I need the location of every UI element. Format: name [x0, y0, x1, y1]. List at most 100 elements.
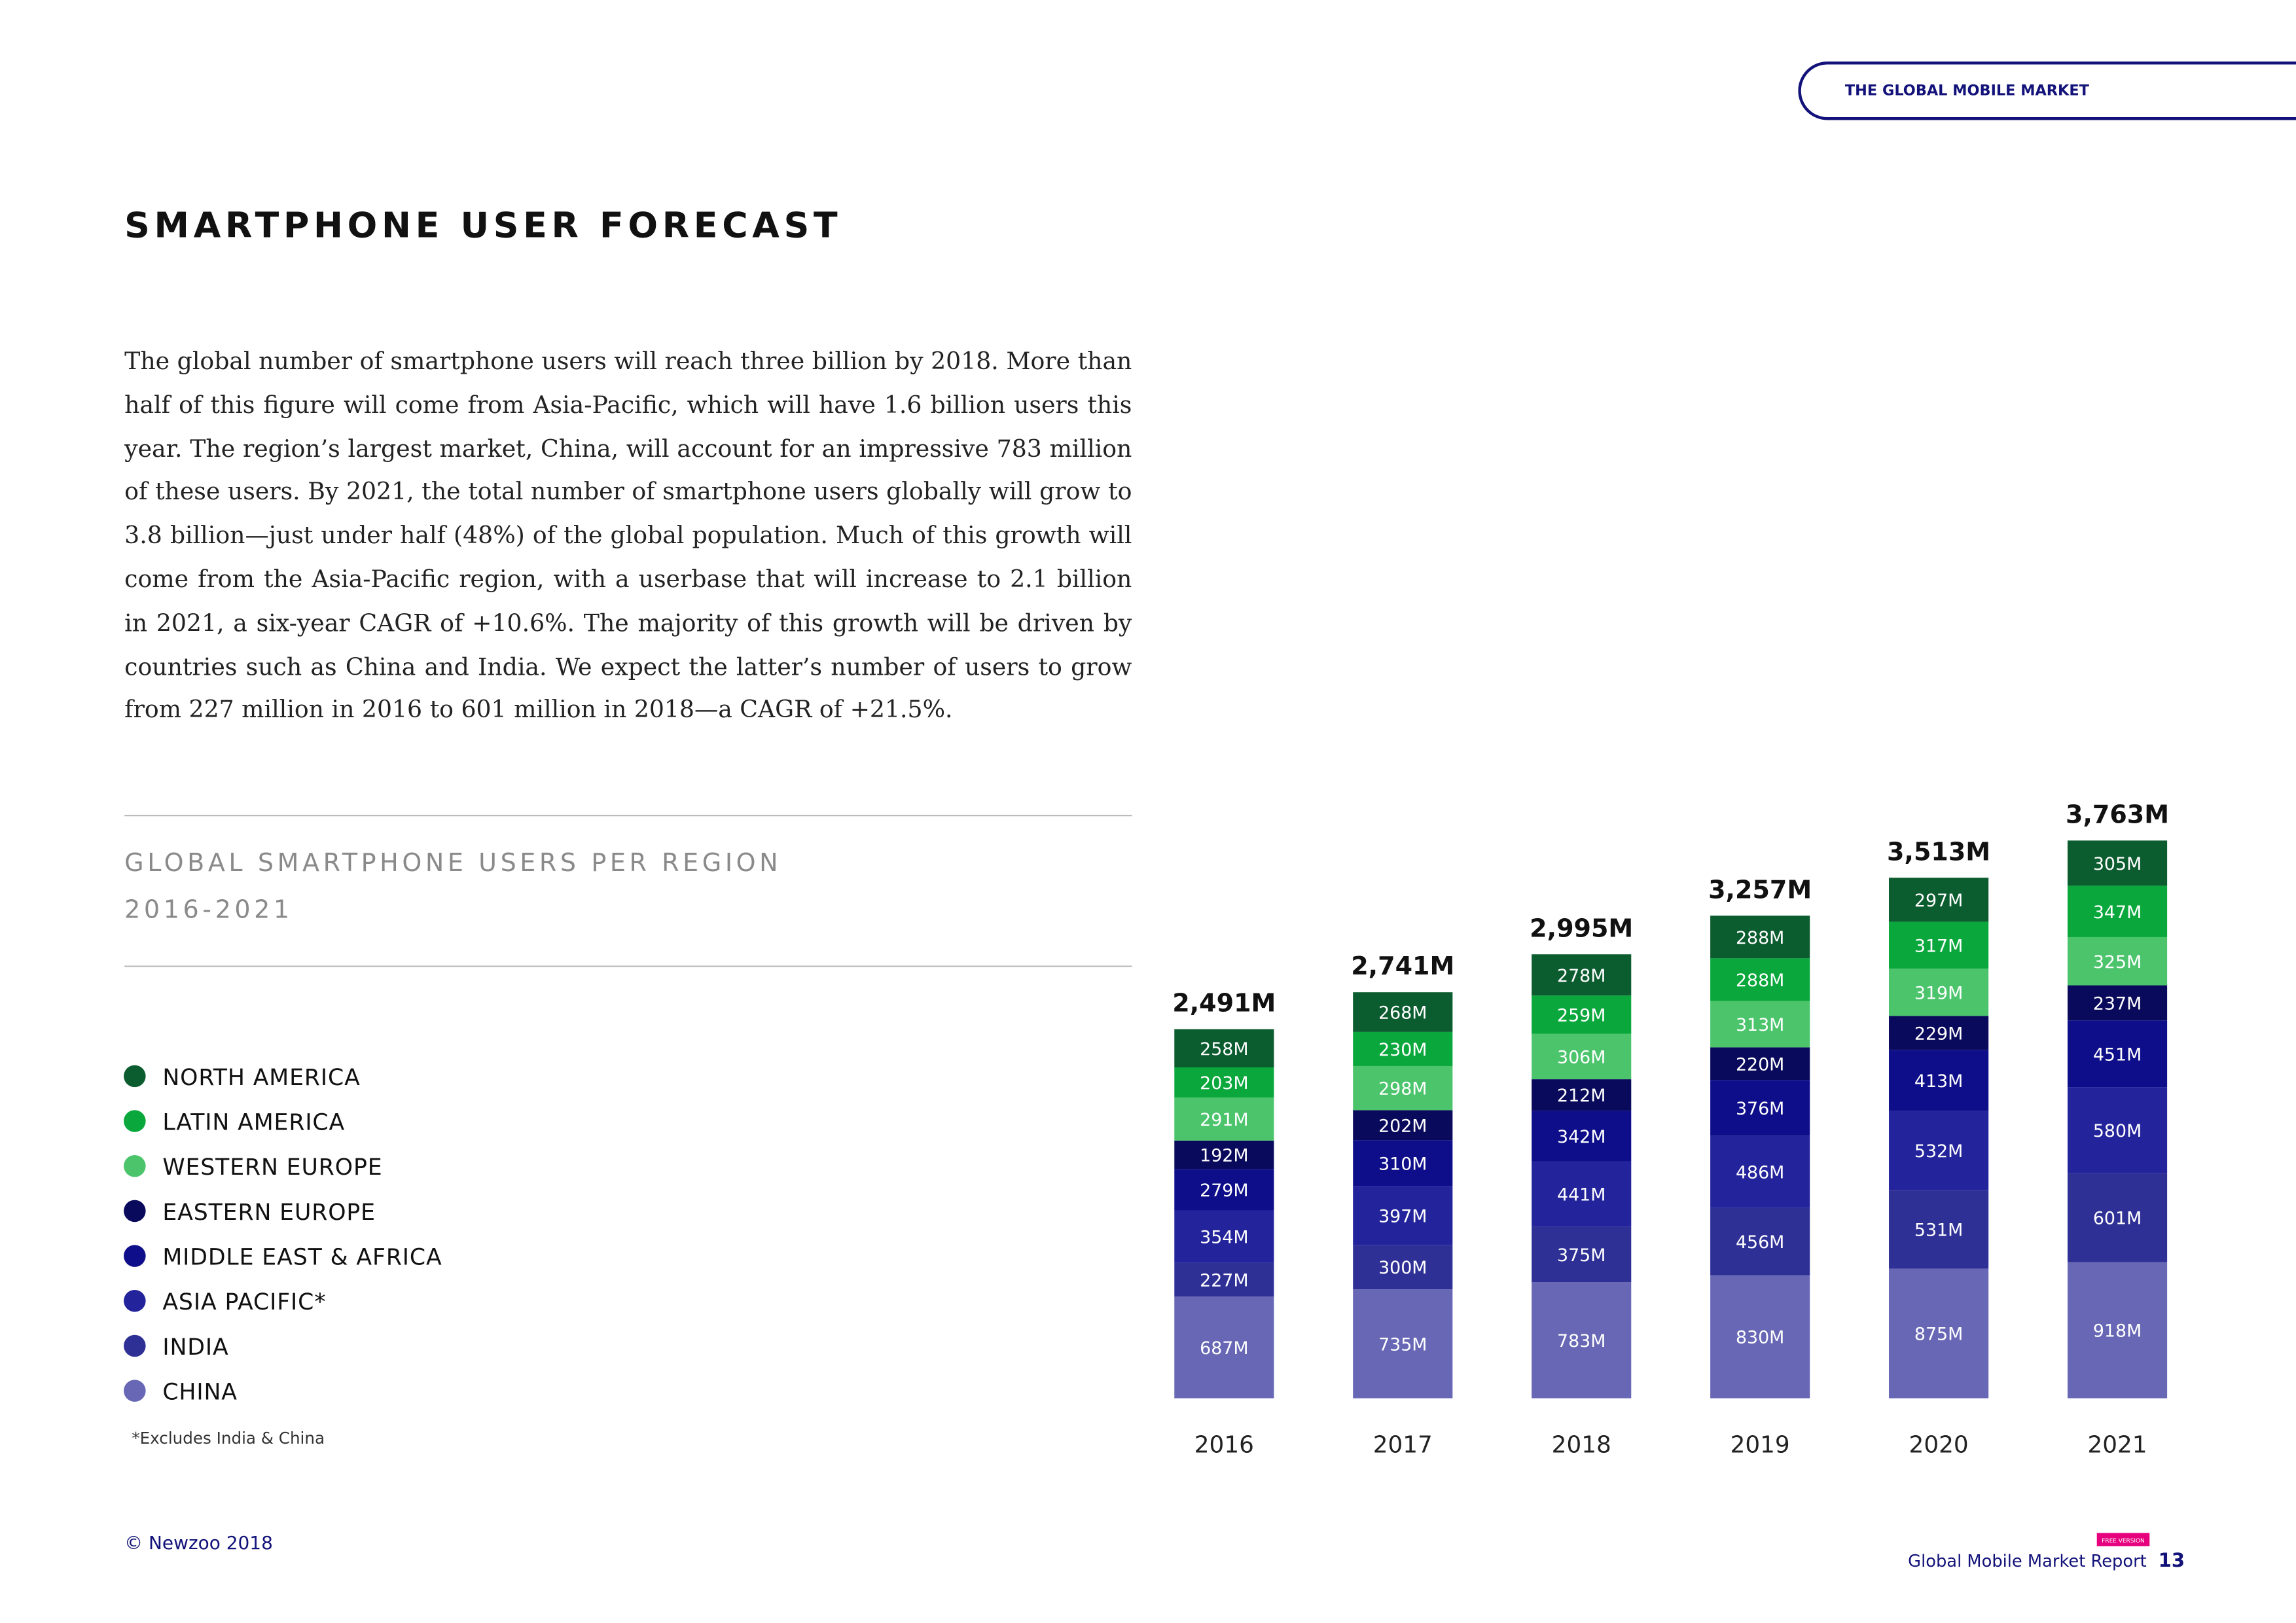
value-label: 531M	[1914, 1220, 1963, 1240]
legend-dot	[124, 1290, 146, 1312]
value-label: 203M	[1200, 1073, 1248, 1094]
total-label: 2,741M	[1351, 952, 1454, 980]
bar-segment	[1889, 1050, 1989, 1111]
value-label: 258M	[1200, 1039, 1248, 1060]
value-label: 601M	[2093, 1209, 2142, 1229]
bar-segment	[1710, 916, 1810, 959]
bar-segment	[1710, 1047, 1810, 1080]
legend-label: ASIA PACIFIC*	[162, 1289, 326, 1315]
bar-segment	[2067, 840, 2168, 886]
value-label: 413M	[1914, 1071, 1963, 1092]
legend-label: LATIN AMERICA	[162, 1109, 345, 1135]
x-tick-label: 2021	[2088, 1431, 2147, 1458]
value-label: 192M	[1200, 1146, 1248, 1166]
bar-segment	[1532, 1033, 1632, 1080]
value-label: 268M	[1378, 1003, 1427, 1024]
bar-segment	[1353, 1245, 1453, 1290]
bar-segment	[1353, 1289, 1453, 1399]
bar-segment	[1353, 1186, 1453, 1245]
bar-segment	[1174, 1169, 1274, 1211]
value-label: 291M	[1200, 1110, 1248, 1130]
page-number: 13	[2159, 1549, 2185, 1571]
bar-segment	[1353, 1031, 1453, 1066]
chart-subtitle: 2016-2021	[124, 895, 293, 924]
bar-segment	[1532, 1282, 1632, 1399]
bar-segment	[1174, 1210, 1274, 1263]
bar-segment	[2067, 885, 2168, 937]
bar-segment	[1532, 954, 1632, 996]
footnote: *Excludes India & China	[132, 1429, 325, 1448]
bar-segment	[1174, 1067, 1274, 1097]
bar-segment	[1353, 1140, 1453, 1186]
value-label: 532M	[1914, 1141, 1963, 1162]
bar-segment	[2067, 1173, 2168, 1262]
legend-dot	[124, 1245, 146, 1267]
bar-segment	[1174, 1097, 1274, 1141]
bar-segment	[1353, 992, 1453, 1032]
legend-label: MIDDLE EAST & AFRICA	[162, 1245, 442, 1271]
value-label: 288M	[1736, 928, 1784, 948]
bar-segment	[1353, 1065, 1453, 1111]
legend-label: WESTERN EUROPE	[162, 1154, 382, 1181]
bar-segment	[1532, 1161, 1632, 1227]
value-label: 298M	[1378, 1079, 1427, 1099]
bar-segment	[1889, 1016, 1989, 1050]
bar-segment	[1889, 969, 1989, 1016]
value-label: 451M	[2093, 1044, 2142, 1065]
x-tick-label: 2020	[1909, 1431, 1969, 1458]
legend-label: CHINA	[162, 1380, 238, 1406]
value-label: 202M	[1378, 1116, 1427, 1136]
value-label: 319M	[1914, 983, 1963, 1003]
x-tick-label: 2019	[1731, 1431, 1790, 1458]
legend-label: NORTH AMERICA	[162, 1065, 360, 1091]
legend-label: INDIA	[162, 1334, 228, 1361]
total-label: 2,491M	[1172, 989, 1276, 1018]
bar-segment	[1710, 1135, 1810, 1208]
badge	[2096, 1533, 2150, 1546]
value-label: 278M	[1557, 966, 1605, 986]
bar-segment	[1710, 1001, 1810, 1048]
value-label: 300M	[1378, 1258, 1427, 1278]
bar-segment	[2067, 936, 2168, 986]
section-tag: THE GLOBAL MOBILE MARKET	[1798, 61, 2296, 120]
bar-segment	[1889, 878, 1989, 922]
x-tick-label: 2016	[1194, 1431, 1254, 1458]
value-label: 259M	[1557, 1006, 1605, 1026]
bar-segment	[1710, 1275, 1810, 1399]
badge-label: FREE VERSION	[2102, 1538, 2145, 1544]
value-label: 325M	[2093, 952, 2142, 972]
value-label: 220M	[1736, 1054, 1784, 1075]
value-label: 376M	[1736, 1099, 1784, 1119]
total-label: 3,763M	[2066, 800, 2169, 829]
value-label: 347M	[2093, 902, 2142, 923]
section-label: THE GLOBAL MOBILE MARKET	[1844, 83, 2089, 100]
bar-segment	[1174, 1262, 1274, 1297]
bar-segment	[1710, 958, 1810, 1001]
value-label: 227M	[1200, 1270, 1248, 1291]
bar-segment	[1174, 1140, 1274, 1169]
bar-segment	[1889, 1111, 1989, 1190]
legend-dot	[124, 1065, 146, 1088]
bar-segment	[1353, 1110, 1453, 1141]
value-label: 456M	[1736, 1232, 1784, 1253]
bar-segment	[1532, 1079, 1632, 1111]
bar-segment	[2067, 1020, 2168, 1088]
total-label: 3,257M	[1708, 875, 1812, 904]
bar-segment	[1889, 1190, 1989, 1269]
value-label: 317M	[1914, 936, 1963, 956]
value-label: 297M	[1914, 891, 1963, 911]
value-label: 305M	[2093, 854, 2142, 874]
value-label: 875M	[1914, 1325, 1963, 1345]
bar-segment	[2067, 1262, 2168, 1399]
value-label: 375M	[1557, 1245, 1605, 1266]
legend-dot	[124, 1334, 146, 1357]
x-tick-label: 2017	[1373, 1431, 1433, 1458]
page-title: SMARTPHONE USER FORECAST	[124, 205, 842, 246]
value-label: 687M	[1200, 1338, 1248, 1359]
bar-segment	[1532, 995, 1632, 1034]
bar-segment	[1710, 1207, 1810, 1275]
total-label: 3,513M	[1887, 837, 1990, 866]
legend-dot	[124, 1380, 146, 1402]
value-label: 306M	[1557, 1048, 1605, 1068]
bar-segment	[1710, 1080, 1810, 1136]
